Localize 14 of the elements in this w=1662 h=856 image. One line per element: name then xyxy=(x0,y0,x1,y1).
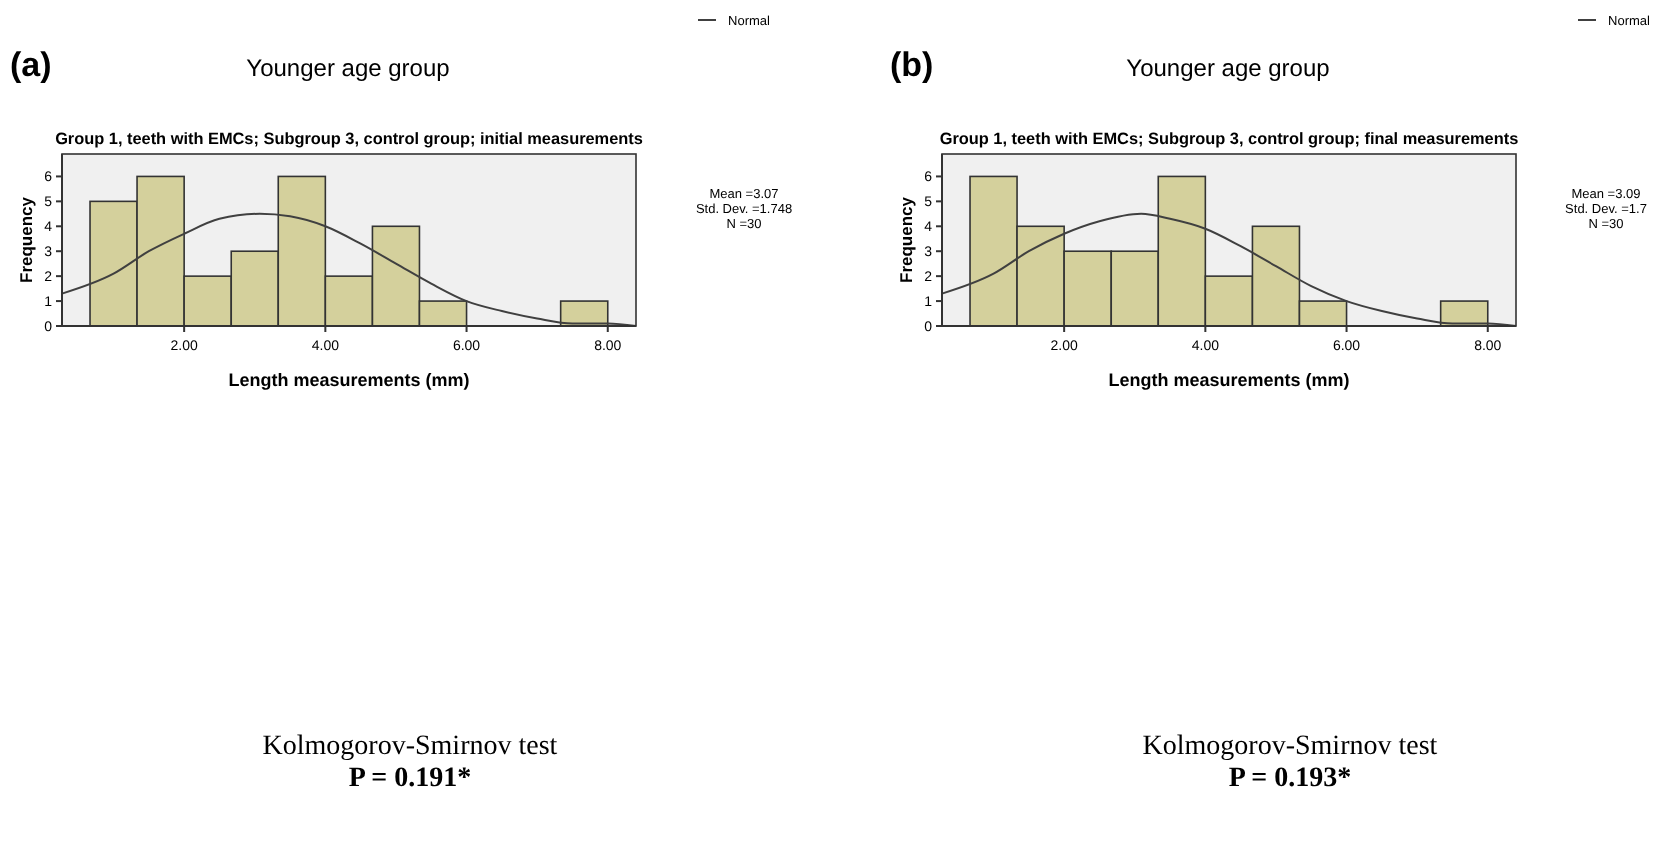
x-axis-title: Length measurements (mm) xyxy=(228,370,470,390)
x-axis-title: Length measurements (mm) xyxy=(1108,370,1350,390)
y-axis-title: Frequency xyxy=(16,196,36,283)
text: P = 0.193* xyxy=(1228,764,1352,794)
y-axis-title: Frequency xyxy=(896,196,916,283)
chart-subtitle: Group 1, teeth with EMCs; Subgroup 3, control group; final measurements xyxy=(939,130,1520,148)
chart-title: Younger age group xyxy=(1126,54,1331,82)
text: (a) xyxy=(10,46,52,84)
chart-subtitle: Group 1, teeth with EMCs; Subgroup 3, control group; initial measurements xyxy=(55,130,644,148)
text: Kolmogorov-Smirnov test xyxy=(262,732,558,762)
chart-title: Younger age group xyxy=(246,54,451,82)
text: P = 0.191* xyxy=(348,764,472,794)
text: (b) xyxy=(890,46,934,84)
text: Kolmogorov-Smirnov test xyxy=(1142,732,1438,762)
